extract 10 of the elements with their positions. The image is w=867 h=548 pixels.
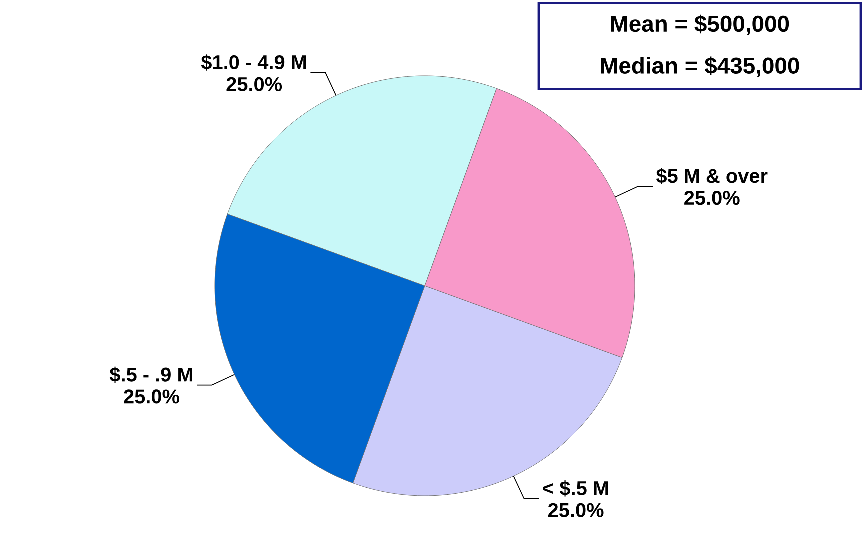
data-label: 25.0% — [124, 390, 180, 404]
slice-label: < $.5 M — [543, 480, 608, 497]
slice-label: $5 M & over — [656, 168, 768, 184]
slice-label: $1.0 - 4.9 M — [201, 54, 306, 71]
slice-label: $.5 - .9 M — [110, 366, 192, 384]
data-label: 25.0% — [226, 77, 282, 92]
data-label: 25.0% — [684, 191, 740, 206]
text: Mean = $500,000 — [611, 14, 790, 36]
data-label: 25.0% — [548, 503, 604, 518]
text: Median = $435,000 — [601, 56, 800, 78]
